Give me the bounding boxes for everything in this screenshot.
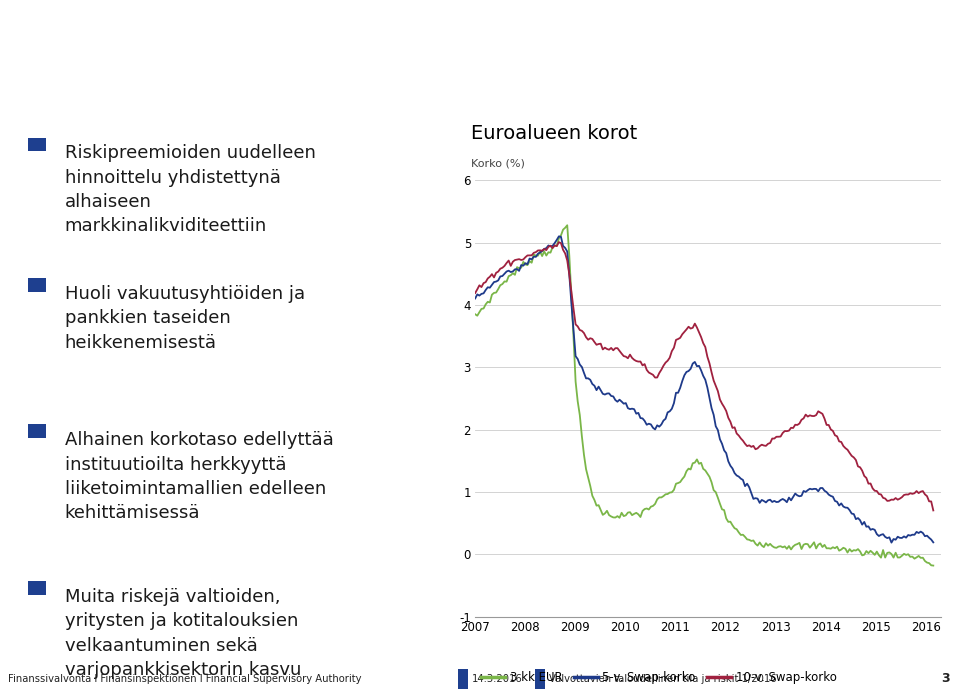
Text: Valvottavien taloudellinen tila ja riskit 1/2016: Valvottavien taloudellinen tila ja riski… — [549, 674, 777, 684]
10-v. Swap-korko — [606, 344, 617, 352]
Line: 5-v. Swap-korko: 5-v. Swap-korko — [475, 236, 933, 542]
Bar — [535, 668, 545, 689]
Legend: 3 kk EUR, 5-v. Swap-korko, 10-v. Swap-korko: 3 kk EUR, 5-v. Swap-korko, 10-v. Swap-ko… — [476, 666, 841, 689]
5-v. Swap-korko — [858, 518, 870, 526]
10-v. Swap-korko — [553, 238, 564, 246]
Text: Korko (%): Korko (%) — [470, 159, 524, 168]
10-v. Swap-korko — [597, 345, 609, 354]
Line: 10-v. Swap-korko: 10-v. Swap-korko — [475, 242, 933, 510]
10-v. Swap-korko — [927, 506, 939, 514]
3 kk EUR — [562, 221, 573, 229]
Bar — [28, 424, 46, 438]
10-v. Swap-korko — [874, 490, 885, 498]
5-v. Swap-korko — [881, 534, 893, 542]
5-v. Swap-korko — [927, 538, 939, 547]
Text: Alhainen korkotaso edellyttää
instituutioilta herkkyyttä
liiketoimintamallien ed: Alhainen korkotaso edellyttää instituuti… — [64, 431, 333, 522]
10-v. Swap-korko — [858, 472, 870, 480]
5-v. Swap-korko — [553, 232, 564, 240]
3 kk EUR — [858, 551, 870, 559]
Text: 3: 3 — [942, 672, 950, 685]
Text: Finanssivalvonta I Finansinspektionen I Financial Supervisory Authority: Finanssivalvonta I Finansinspektionen I … — [8, 674, 362, 684]
Text: säilyneet korkealla tasolla: säilyneet korkealla tasolla — [24, 76, 416, 102]
Bar — [28, 138, 46, 151]
5-v. Swap-korko — [874, 532, 885, 540]
5-v. Swap-korko — [716, 440, 728, 448]
3 kk EUR — [597, 511, 609, 519]
10-v. Swap-korko — [716, 399, 728, 408]
Bar — [28, 582, 46, 595]
3 kk EUR — [606, 512, 617, 521]
Bar — [458, 668, 468, 689]
3 kk EUR — [469, 310, 481, 319]
5-v. Swap-korko — [886, 538, 898, 547]
10-v. Swap-korko — [469, 289, 481, 297]
3 kk EUR — [927, 561, 939, 570]
3 kk EUR — [716, 505, 728, 514]
5-v. Swap-korko — [469, 294, 481, 303]
5-v. Swap-korko — [597, 389, 609, 398]
Line: 3 kk EUR: 3 kk EUR — [475, 225, 933, 565]
Text: Riskipreemioiden uudelleen
hinnoittelu yhdistettynä
alhaiseen
markkinalikviditee: Riskipreemioiden uudelleen hinnoittelu y… — [64, 145, 316, 236]
5-v. Swap-korko — [606, 391, 617, 400]
Bar — [28, 278, 46, 292]
Text: Huoli vakuutusyhtiöiden ja
pankkien taseiden
heikkenemisestä: Huoli vakuutusyhtiöiden ja pankkien tase… — [64, 285, 304, 352]
Text: Muita riskejä valtioiden,
yritysten ja kotitalouksien
velkaantuminen sekä
varjop: Muita riskejä valtioiden, yritysten ja k… — [64, 588, 300, 679]
Text: Euroopan finanssisektorin riskit ja haavoittuvuudet: Euroopan finanssisektorin riskit ja haav… — [24, 33, 793, 59]
3 kk EUR — [874, 551, 885, 559]
Text: 14.3.2016: 14.3.2016 — [472, 674, 523, 684]
Text: Euroalueen korot: Euroalueen korot — [470, 124, 636, 143]
10-v. Swap-korko — [881, 497, 893, 505]
3 kk EUR — [881, 549, 893, 557]
